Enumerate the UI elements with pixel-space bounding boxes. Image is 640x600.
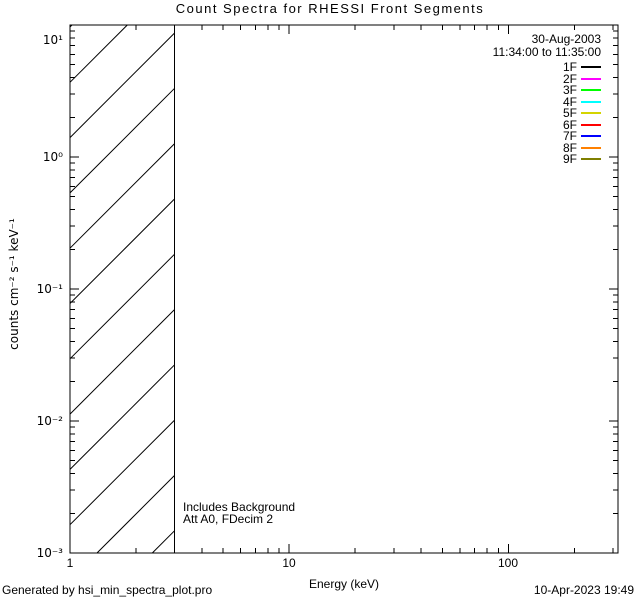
- hatch-line: [69, 24, 73, 28]
- hatched-region: [69, 24, 175, 554]
- legend-item-1f: 1F: [0, 61, 640, 73]
- legend-item-5f: 5F: [0, 107, 640, 119]
- hatch-line: [69, 364, 175, 470]
- hatch-line: [69, 198, 175, 304]
- legend-series-label: 8F: [562, 140, 577, 155]
- hatch-line: [69, 253, 175, 360]
- x-tick-label: 1: [66, 556, 74, 570]
- legend-item-4f: 4F: [0, 96, 640, 108]
- legend-color-swatch: [581, 100, 601, 103]
- legend-item-2f: 2F: [0, 73, 640, 85]
- hatch-line: [96, 475, 175, 554]
- hatch-line: [69, 87, 175, 194]
- y-tick-label: 10¹: [42, 33, 63, 47]
- legend-series-label: 1F: [562, 60, 577, 74]
- x-axis-title: Energy (keV): [308, 577, 380, 591]
- chart-title: Count Spectra for RHESSI Front Segments: [175, 1, 485, 16]
- legend-color-swatch: [581, 135, 601, 137]
- legend-item-8f: 8F: [0, 142, 640, 154]
- legend-time-range: 11:34:00 to 11:35:00: [492, 45, 601, 59]
- legend-color-swatch: [581, 77, 601, 80]
- legend-color-swatch: [581, 146, 601, 149]
- hatch-line: [69, 143, 175, 249]
- hatch-line: [151, 530, 175, 554]
- legend-color-swatch: [581, 89, 601, 91]
- y-tick-label: 10⁻²: [36, 414, 63, 428]
- x-tick-label: 100: [497, 556, 519, 570]
- legend-series-label: 9F: [562, 152, 577, 166]
- legend-item-3f: 3F: [0, 84, 640, 96]
- hatch-line: [69, 309, 175, 415]
- hatch-line: [69, 419, 175, 526]
- legend-series-label: 2F: [562, 71, 577, 86]
- y-tick-label: 10⁻³: [36, 546, 63, 560]
- legend-series-label: 4F: [562, 94, 577, 109]
- background-note: Includes Background: [183, 500, 296, 514]
- legend-color-swatch: [581, 112, 601, 114]
- y-tick-label: 10⁻¹: [36, 282, 63, 296]
- legend-series-label: 7F: [562, 129, 577, 143]
- hatch-line: [69, 24, 128, 83]
- x-tick-label: 10: [282, 556, 296, 570]
- legend-item-7f: 7F: [0, 130, 640, 142]
- legend-series-label: 5F: [562, 106, 577, 120]
- legend-series-label: 3F: [562, 83, 577, 97]
- attenuator-note: Att A0, FDecim 2: [183, 512, 274, 526]
- legend-color-swatch: [581, 158, 601, 160]
- footer-generated-by: Generated by hsi_min_spectra_plot.pro: [2, 583, 213, 597]
- legend-series-label: 6F: [562, 117, 577, 132]
- legend-color-swatch: [581, 123, 601, 126]
- legend-color-swatch: [581, 66, 601, 68]
- legend-date: 30-Aug-2003: [531, 32, 601, 46]
- hatch-line: [69, 32, 175, 138]
- legend-item-9f: 9F: [0, 153, 640, 165]
- footer-timestamp: 10-Apr-2023 19:49: [533, 583, 634, 597]
- y-axis-title: counts cm⁻² s⁻¹ keV⁻¹: [7, 218, 21, 350]
- legend-item-6f: 6F: [0, 119, 640, 131]
- y-tick-label: 10⁰: [42, 150, 63, 164]
